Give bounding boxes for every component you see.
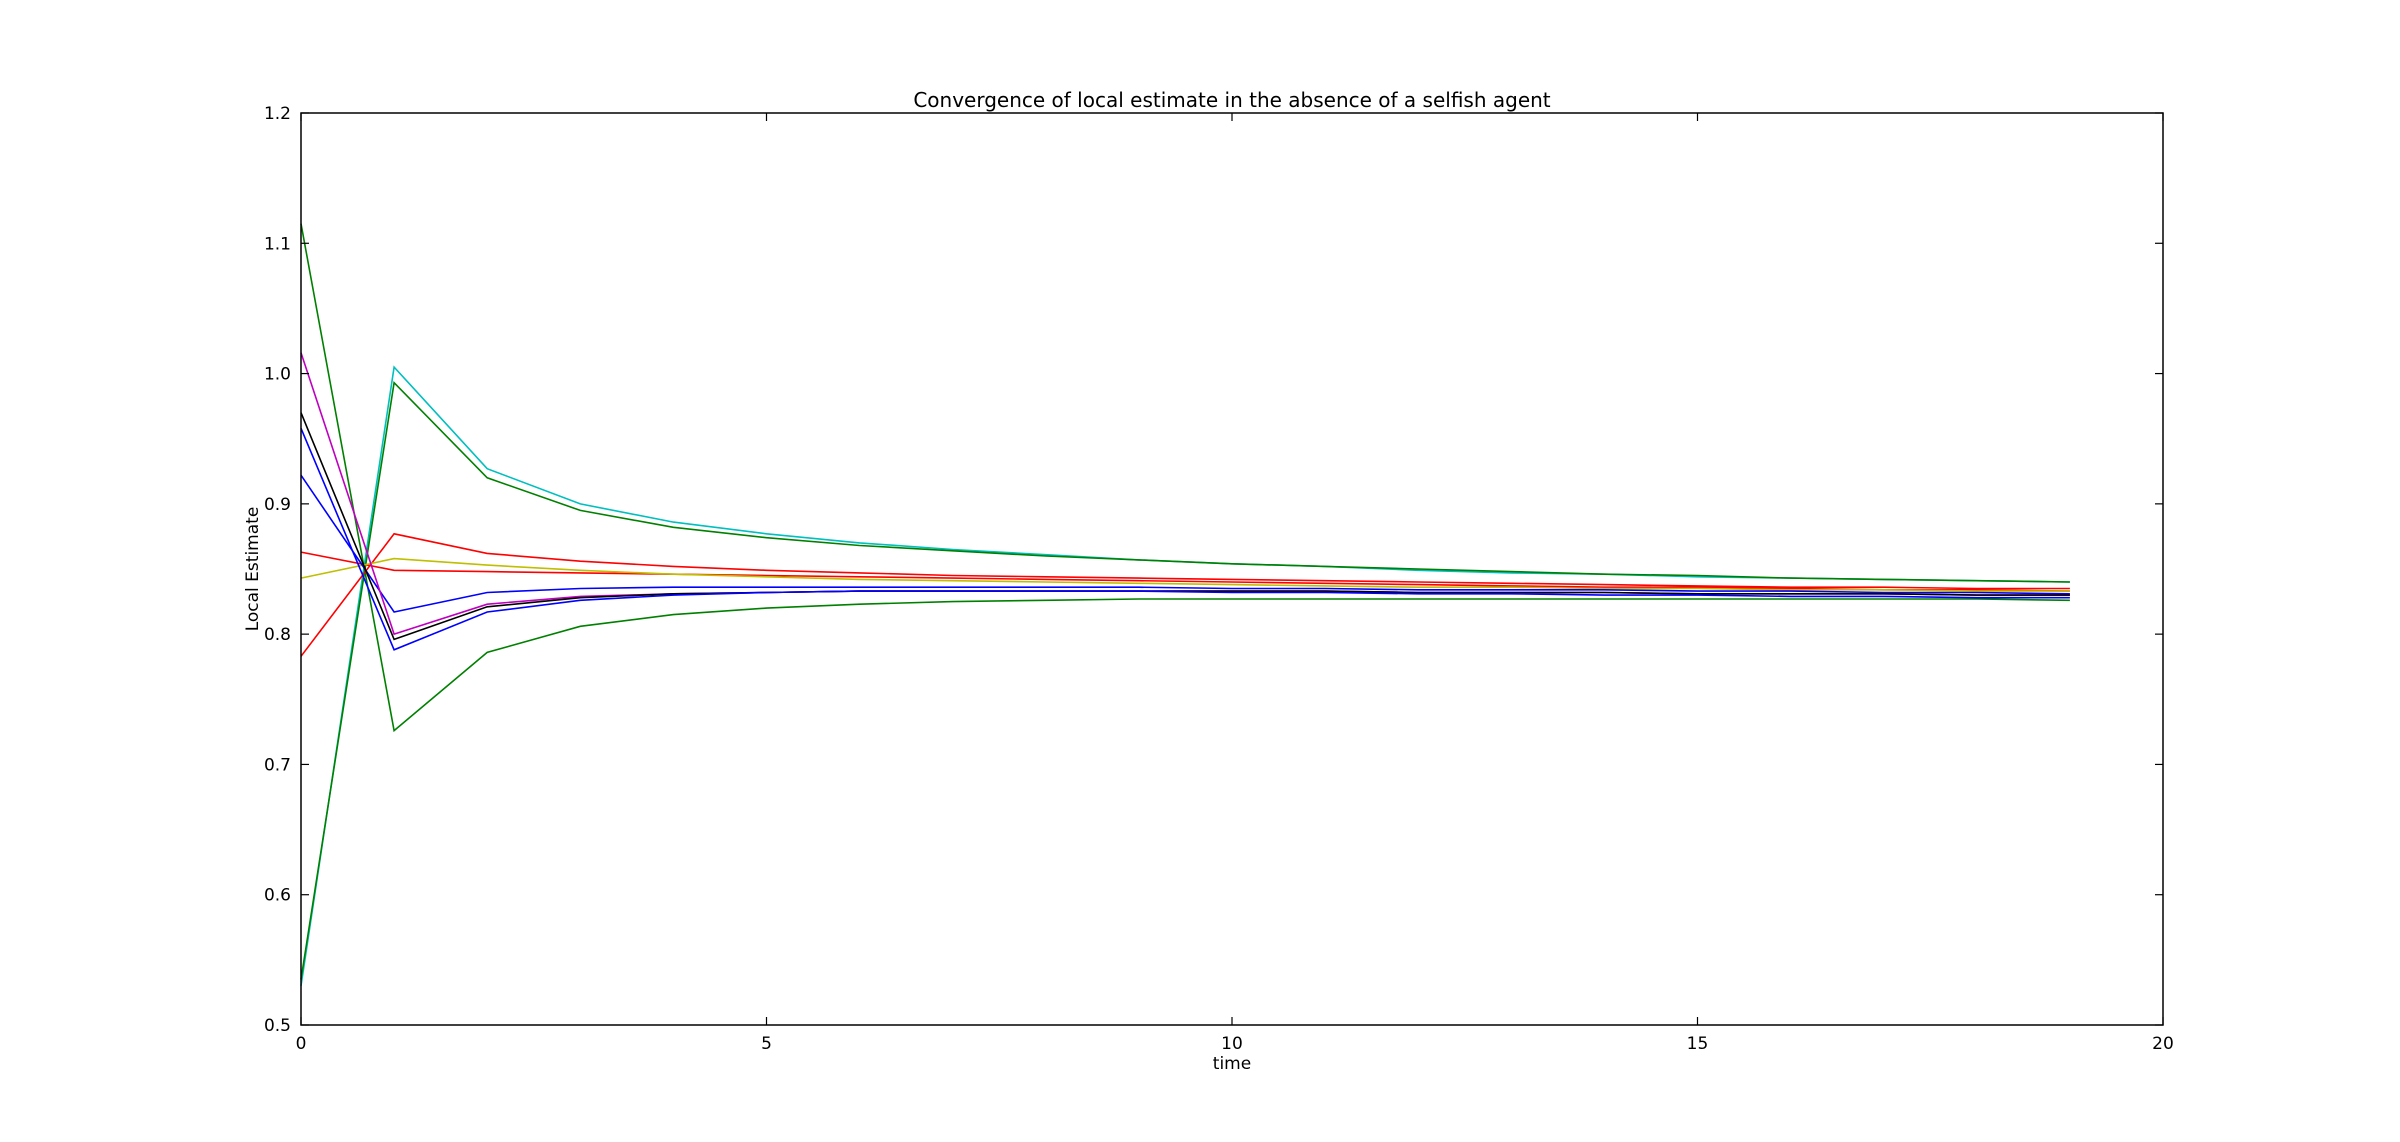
x-tick-label: 5 (761, 1034, 772, 1054)
y-tick-label: 1.0 (264, 365, 291, 385)
series-line-4 (300, 532, 2070, 657)
y-tick-label: 0.5 (264, 1016, 291, 1036)
chart-title: Convergence of local estimate in the abs… (913, 88, 1550, 112)
x-axis-title: time (1213, 1054, 1251, 1074)
series-line-5 (300, 551, 2070, 592)
series-line-7 (300, 474, 2070, 613)
y-tick-label: 0.9 (264, 495, 291, 515)
series-line-3 (300, 223, 2070, 733)
series-line-1 (300, 365, 2070, 987)
x-tick-label: 10 (1221, 1034, 1243, 1054)
y-axis-title: Local Estimate (243, 507, 263, 632)
y-axis-ticks: 0.5 0.6 0.7 0.8 0.9 1.0 1.1 1.2 (264, 104, 2163, 1036)
x-tick-label: 0 (296, 1034, 307, 1054)
y-tick-label: 1.2 (264, 104, 291, 124)
y-tick-label: 0.6 (264, 886, 291, 906)
x-axis-ticks: 0 5 10 15 20 (296, 113, 2174, 1054)
series-line-6 (300, 557, 2070, 592)
plot-frame (300, 112, 2164, 1026)
series-layer (300, 223, 2070, 987)
y-tick-label: 0.8 (264, 625, 291, 645)
series-line-10 (300, 427, 2070, 651)
series-line-2 (300, 381, 2070, 980)
series-line-9 (300, 412, 2070, 641)
x-tick-label: 15 (1687, 1034, 1709, 1054)
y-tick-label: 1.1 (264, 234, 291, 254)
y-tick-label: 0.7 (264, 755, 291, 775)
x-tick-label: 20 (2152, 1034, 2174, 1054)
